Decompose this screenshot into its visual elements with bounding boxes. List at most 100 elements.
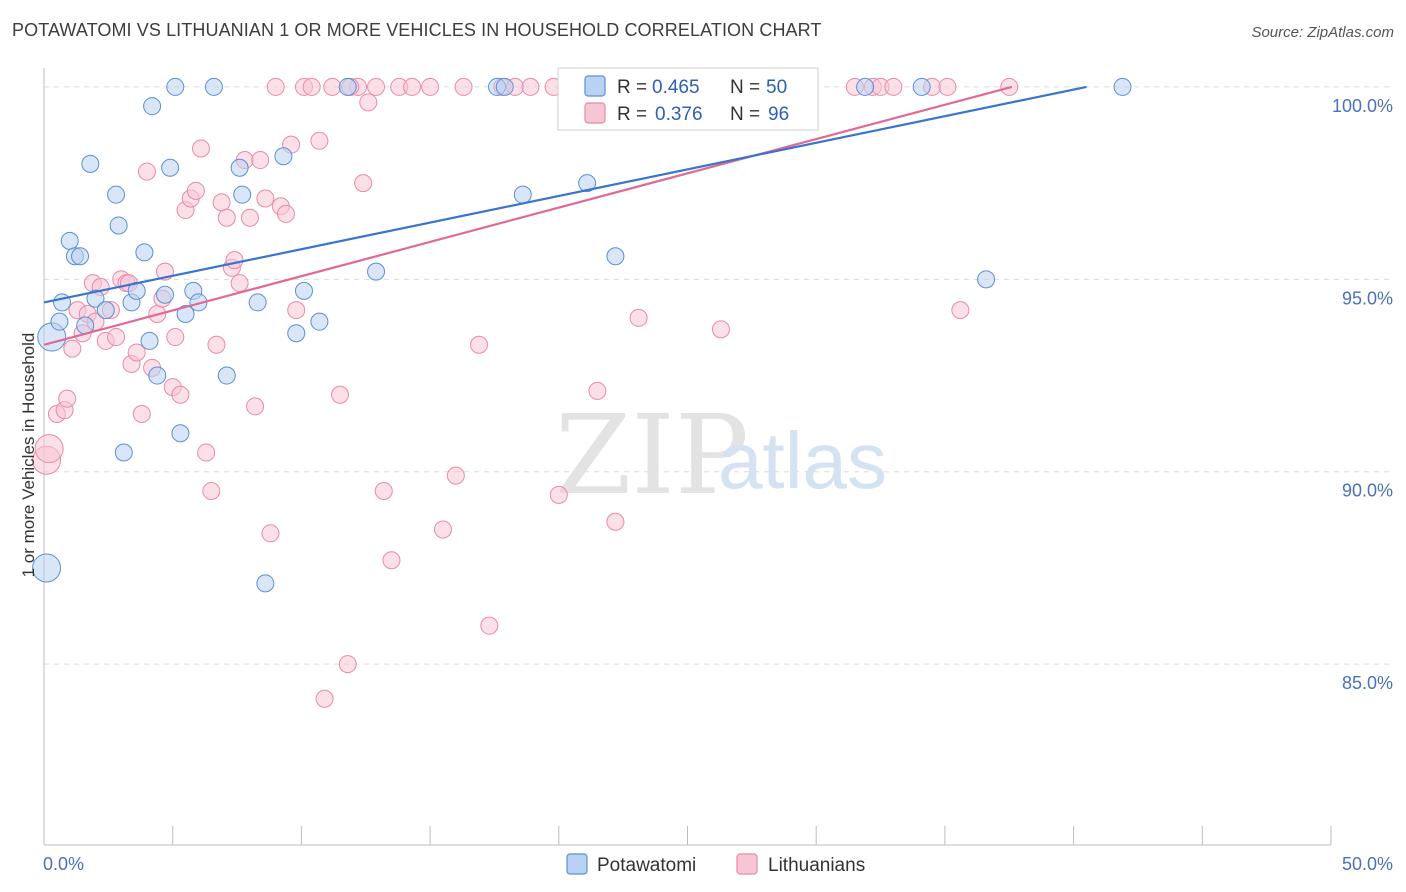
data-point: [495, 77, 514, 96]
data-point: [446, 466, 465, 485]
data-point: [951, 301, 970, 320]
data-point: [135, 243, 154, 262]
series-potawatomi-points: [32, 77, 1132, 593]
data-point: [109, 216, 128, 235]
data-point: [302, 77, 321, 96]
data-point: [367, 77, 386, 96]
x-tick-labels: 0.0% 50.0%: [43, 854, 1393, 874]
data-point: [470, 335, 489, 354]
stats-legend: R = 0.465 N = 50 R = 0.376 N = 96: [557, 67, 819, 131]
data-point: [166, 77, 185, 96]
data-point: [856, 77, 875, 96]
data-point: [256, 574, 275, 593]
data-point: [287, 301, 306, 320]
data-point: [367, 262, 386, 281]
data-point: [331, 385, 350, 404]
legend-blue-r-value: 0.465: [652, 77, 700, 98]
data-point: [233, 185, 252, 204]
data-point: [240, 208, 259, 227]
data-point: [454, 77, 473, 96]
data-point: [140, 331, 159, 350]
chart-title: POTAWATOMI VS LITHUANIAN 1 OR MORE VEHIC…: [12, 20, 822, 40]
data-point: [251, 151, 270, 170]
data-point: [148, 366, 167, 385]
data-point: [588, 381, 607, 400]
data-point: [212, 193, 231, 212]
data-point: [310, 312, 329, 331]
data-point: [155, 285, 174, 304]
y-tick-label: 90.0%: [1342, 481, 1393, 501]
legend-pink-n-value: 96: [768, 104, 789, 125]
data-point: [521, 77, 540, 96]
data-point: [207, 335, 226, 354]
data-point: [359, 93, 378, 112]
data-point: [606, 512, 625, 531]
legend-blue-r-label: R =: [617, 77, 647, 98]
data-point: [114, 443, 133, 462]
data-point: [171, 385, 190, 404]
data-point: [276, 204, 295, 223]
legend-blue-n-value: 50: [766, 77, 787, 98]
data-point: [629, 308, 648, 327]
data-point: [382, 551, 401, 570]
data-point: [480, 616, 499, 635]
legend-swatch-blue: [584, 75, 606, 97]
data-point: [513, 185, 532, 204]
data-point: [549, 485, 568, 504]
source-label: Source: ZipAtlas.com: [1251, 24, 1394, 41]
bottom-legend-swatch-lithuanians: [736, 853, 758, 875]
trend-line-lithuanians: [43, 85, 1013, 346]
data-point: [606, 247, 625, 266]
legend-blue-n-label: N =: [730, 77, 760, 98]
data-point: [230, 158, 249, 177]
watermark-zip: ZIP: [555, 391, 749, 519]
data-point: [433, 520, 452, 539]
y-tick-label: 100.0%: [1332, 96, 1393, 116]
data-point: [217, 366, 236, 385]
legend-swatch-pink: [584, 102, 606, 124]
data-point: [63, 339, 82, 358]
data-point: [338, 655, 357, 674]
data-point: [421, 77, 440, 96]
data-point: [127, 343, 146, 362]
trend-line-potawatomi: [43, 85, 1087, 304]
data-point: [186, 181, 205, 200]
data-point: [60, 231, 79, 250]
x-tick-label-max: 50.0%: [1342, 854, 1393, 874]
data-point: [197, 443, 216, 462]
data-point: [977, 270, 996, 289]
data-point: [143, 97, 162, 116]
data-point: [192, 139, 211, 158]
data-point: [34, 434, 64, 464]
data-point: [81, 154, 100, 173]
data-point: [711, 320, 730, 339]
data-point: [217, 208, 236, 227]
legend-pink-r-label: R =: [617, 104, 647, 125]
legend-pink-n-label: N =: [730, 104, 760, 125]
data-point: [137, 162, 156, 181]
trend-lines: [43, 85, 1087, 346]
bottom-legend-lithuanians: Lithuanians: [768, 855, 865, 876]
data-point: [938, 77, 957, 96]
data-point: [71, 247, 90, 266]
data-point: [166, 328, 185, 347]
data-point: [266, 77, 285, 96]
data-point: [884, 77, 903, 96]
watermark: ZIP atlas: [555, 391, 887, 519]
data-point: [256, 189, 275, 208]
data-point: [230, 274, 249, 293]
data-point: [107, 185, 126, 204]
data-point: [161, 158, 180, 177]
data-point: [58, 389, 77, 408]
data-point: [204, 77, 223, 96]
data-point: [338, 77, 357, 96]
data-point: [132, 405, 151, 424]
data-point: [32, 553, 62, 583]
data-point: [96, 301, 115, 320]
bottom-legend-swatch-potawatomi: [566, 853, 588, 875]
data-point: [323, 77, 342, 96]
data-point: [403, 77, 422, 96]
legend-pink-r-value: 0.376: [655, 104, 703, 125]
data-point: [86, 289, 105, 308]
y-axis-label: 1 or more Vehicles in Household: [19, 333, 38, 578]
